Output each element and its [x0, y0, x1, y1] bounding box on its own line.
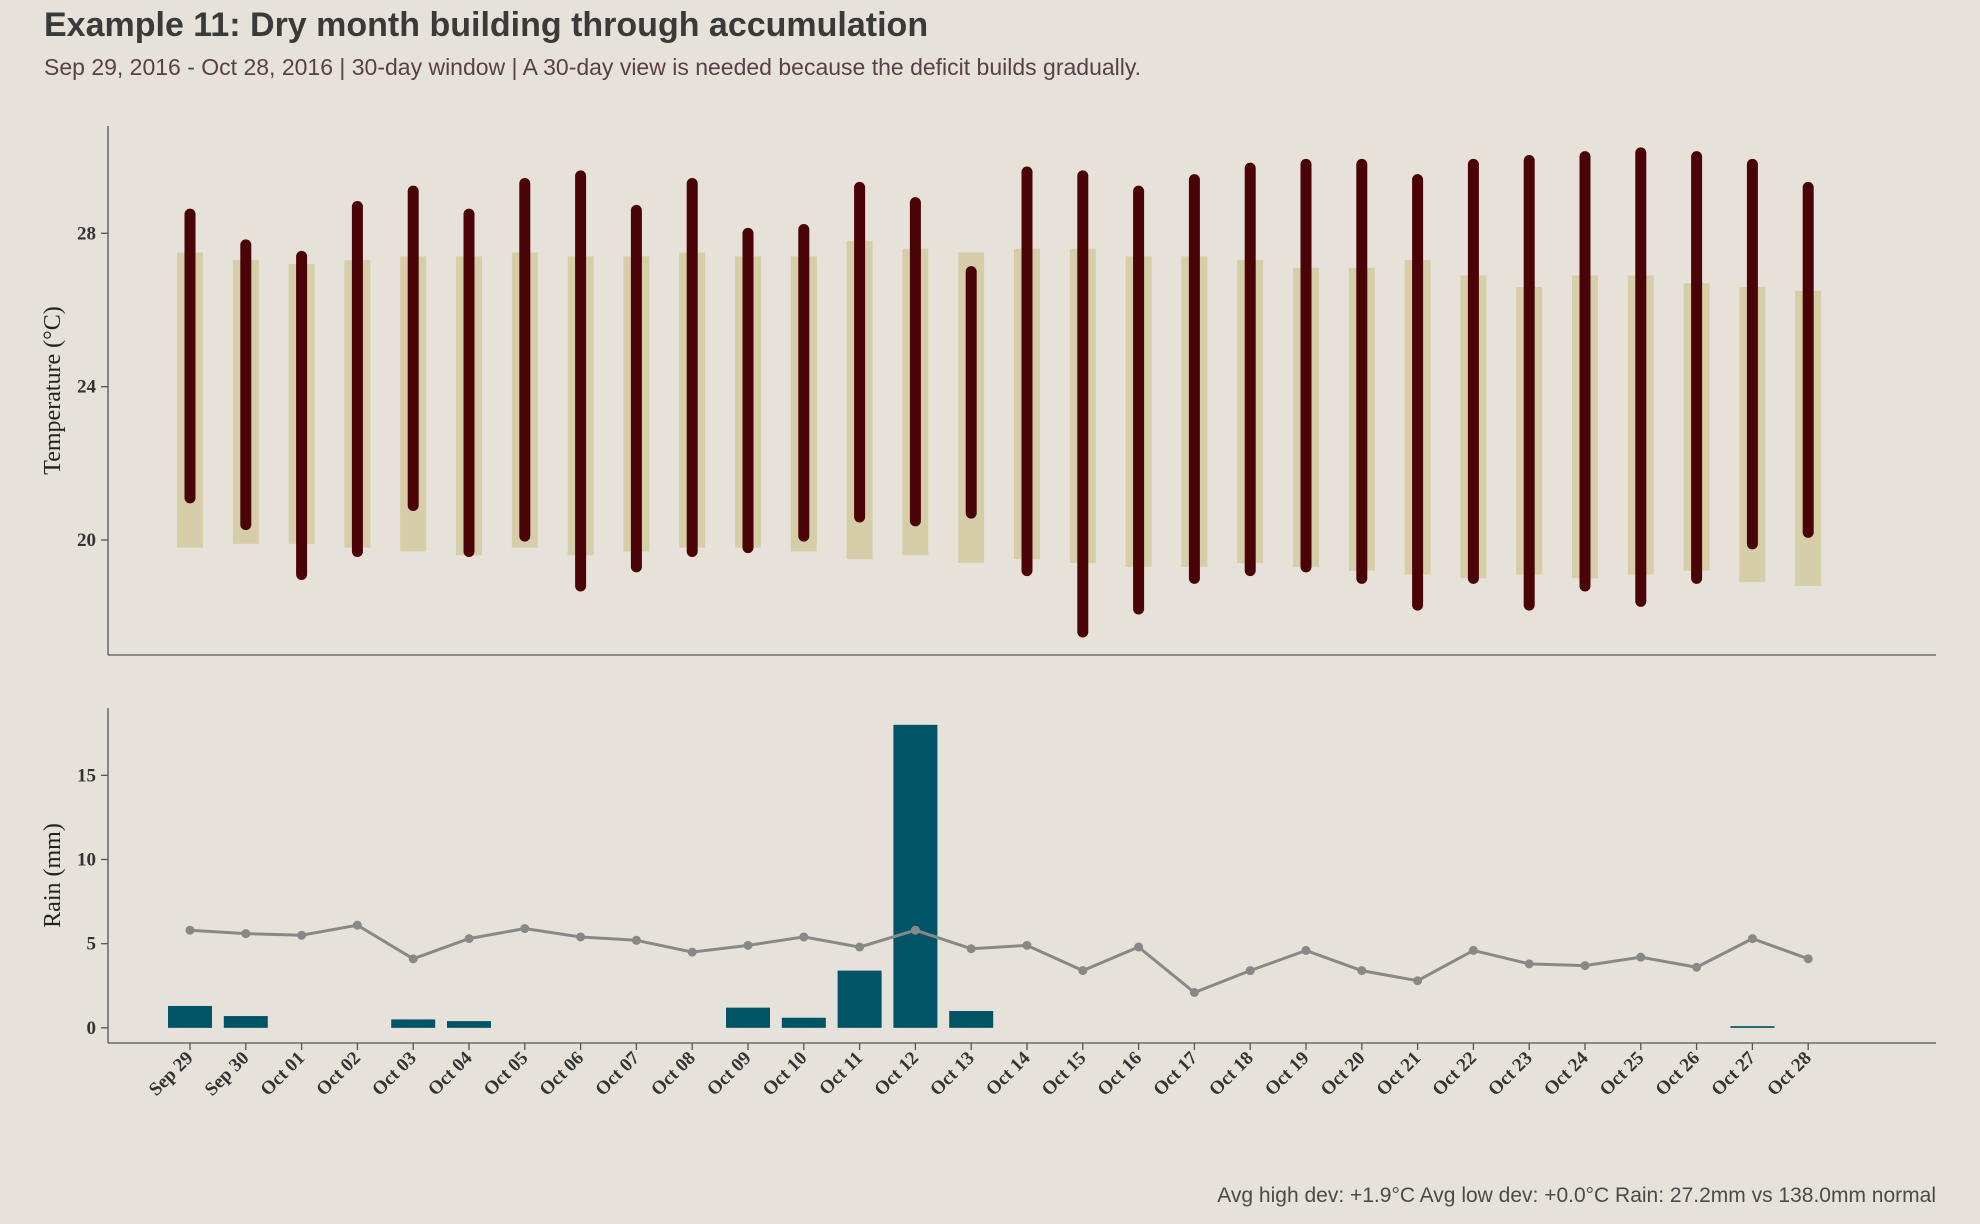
normal-rain-point [1692, 962, 1702, 972]
rain-y-tick-label: 0 [87, 1018, 97, 1039]
x-tick-label: Oct 07 [591, 1047, 644, 1100]
normal-rain-point [1078, 966, 1088, 976]
x-tick-label: Oct 14 [982, 1047, 1035, 1100]
normal-rain-point [1189, 987, 1199, 997]
rain-bar [447, 1021, 491, 1028]
summary-footer: Avg high dev: +1.9°C Avg low dev: +0.0°C… [1217, 1184, 1936, 1207]
normal-rain-point [241, 929, 251, 939]
observed-rain-bars [168, 724, 1775, 1028]
x-tick-label: Oct 21 [1373, 1048, 1426, 1101]
normal-rain-point [910, 925, 920, 935]
normal-rain-point [1580, 961, 1590, 971]
temp-y-tick-label: 28 [77, 223, 96, 244]
normal-rain-point [631, 935, 641, 945]
x-tick-label: Oct 28 [1763, 1048, 1816, 1101]
x-tick-label: Oct 12 [870, 1048, 923, 1101]
rain-y-tick-label: 5 [87, 934, 97, 955]
rain-axes: 0 5 10 15 [77, 708, 1936, 1044]
x-tick-label: Oct 11 [815, 1048, 867, 1100]
normal-rain-point [520, 924, 530, 934]
x-tick-label: Oct 18 [1205, 1048, 1258, 1101]
rain-bar [223, 1016, 268, 1028]
normal-rain-point [966, 944, 976, 954]
x-tick-label: Oct 19 [1261, 1048, 1314, 1101]
rain-bar [1730, 1026, 1775, 1028]
chart-subtitle: Sep 29, 2016 - Oct 28, 2016 | 30-day win… [44, 54, 1142, 80]
x-tick-label: Oct 04 [424, 1047, 477, 1100]
temperature-axis-title: Temperature (°C) [40, 306, 66, 475]
temperature-panel: 20 24 28 Temperature (°C) [40, 126, 1936, 656]
x-tick-label: Oct 26 [1652, 1048, 1705, 1101]
rain-y-tick-label: 15 [77, 765, 96, 786]
normal-rain-point [576, 932, 586, 942]
normal-rain-point [1357, 966, 1367, 976]
x-tick-label: Oct 24 [1540, 1047, 1593, 1100]
rain-bar [837, 970, 882, 1028]
normal-rain-point [1803, 954, 1813, 964]
x-tick-label: Oct 08 [647, 1048, 700, 1101]
normal-rain-point [743, 940, 753, 950]
normal-rain-line [185, 920, 1813, 997]
x-tick-label: Oct 22 [1428, 1048, 1481, 1101]
rain-axis-title: Rain (mm) [40, 823, 66, 928]
rain-bar [391, 1019, 436, 1028]
x-tick-label: Oct 27 [1707, 1047, 1760, 1100]
rain-bar [949, 1011, 994, 1028]
rain-bar [726, 1007, 770, 1028]
x-tick-label: Oct 13 [926, 1048, 979, 1101]
x-tick-label: Oct 10 [759, 1048, 812, 1101]
normal-rain-point [408, 954, 418, 964]
x-tick-label: Sep 30 [201, 1048, 254, 1101]
normal-temperature-bars [177, 241, 1822, 586]
normal-rain-polyline [189, 923, 1809, 995]
x-tick-label: Oct 23 [1484, 1048, 1537, 1101]
rain-bar [781, 1017, 826, 1028]
normal-rain-point [1747, 934, 1757, 944]
temperature-axes: 20 24 28 [77, 126, 1936, 656]
rain-bar [893, 724, 938, 1028]
date-tick-labels: Sep 29 Sep 30 Oct 01 Oct 02 Oct 03 Oct 04 Oct … [145, 1043, 1816, 1100]
temp-y-tick-label: 20 [77, 530, 96, 551]
normal-rain-point [185, 925, 195, 935]
x-tick-label: Oct 25 [1596, 1048, 1649, 1101]
normal-rain-point [1413, 976, 1423, 986]
x-tick-label: Oct 09 [703, 1048, 756, 1101]
normal-rain-point [799, 932, 809, 942]
normal-rain-point [1301, 945, 1311, 955]
normal-rain-point [464, 934, 474, 944]
x-tick-label: Oct 01 [257, 1048, 310, 1101]
normal-rain-point [1022, 940, 1032, 950]
normal-rain-point [297, 930, 307, 940]
normal-rain-point [1468, 945, 1478, 955]
rain-y-tick-label: 10 [77, 850, 96, 871]
x-tick-label: Oct 20 [1317, 1048, 1370, 1101]
normal-rain-point [687, 947, 697, 957]
x-tick-label: Oct 05 [480, 1048, 533, 1101]
rain-bar [168, 1005, 212, 1028]
normal-rain-point [1636, 952, 1646, 962]
x-tick-label: Oct 03 [368, 1048, 421, 1101]
normal-rain-point [1134, 942, 1144, 952]
x-tick-label: Sep 29 [145, 1048, 198, 1101]
x-tick-label: Oct 16 [1094, 1048, 1147, 1101]
normal-rain-point [855, 942, 865, 952]
normal-rain-point [1524, 959, 1534, 969]
temp-y-tick-label: 24 [77, 377, 97, 398]
chart-title: Example 11: Dry month building through a… [44, 6, 929, 44]
x-tick-label: Oct 06 [536, 1048, 589, 1101]
normal-rain-point [352, 920, 362, 930]
normal-rain-point [1245, 966, 1255, 976]
x-tick-label: Oct 15 [1038, 1048, 1091, 1101]
observed-temperature-bars [184, 147, 1814, 638]
x-tick-label: Oct 17 [1149, 1047, 1202, 1100]
x-tick-label: Oct 02 [312, 1048, 365, 1101]
